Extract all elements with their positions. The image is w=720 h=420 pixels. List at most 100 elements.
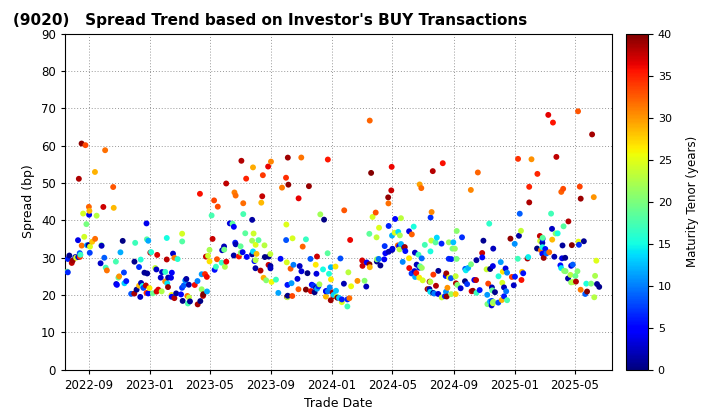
- Point: [460, 267, 472, 274]
- Point: [486, 302, 498, 309]
- Point: [477, 254, 488, 261]
- Point: [212, 203, 223, 210]
- Point: [448, 239, 459, 246]
- Point: [449, 245, 461, 252]
- Point: [300, 286, 312, 293]
- Point: [385, 187, 397, 194]
- Point: [84, 211, 95, 218]
- Point: [265, 158, 276, 165]
- Point: [155, 274, 166, 281]
- Point: [481, 266, 492, 273]
- Point: [428, 290, 439, 297]
- Point: [371, 258, 382, 265]
- Point: [113, 273, 125, 280]
- Point: [486, 284, 498, 291]
- Point: [297, 243, 308, 250]
- Point: [273, 289, 284, 296]
- Point: [439, 293, 451, 299]
- Point: [196, 271, 207, 278]
- Point: [335, 255, 346, 262]
- Point: [194, 190, 206, 197]
- Point: [219, 263, 230, 270]
- Point: [446, 291, 457, 297]
- Point: [526, 156, 537, 163]
- Point: [183, 294, 194, 301]
- Point: [309, 289, 320, 296]
- Point: [282, 294, 293, 300]
- Point: [565, 262, 577, 269]
- Point: [413, 264, 425, 271]
- Point: [392, 228, 404, 235]
- Point: [573, 241, 585, 248]
- Point: [500, 265, 511, 272]
- Point: [320, 288, 332, 294]
- Point: [247, 164, 258, 171]
- Point: [140, 282, 152, 289]
- Point: [371, 256, 382, 262]
- Point: [135, 294, 146, 300]
- Point: [440, 273, 451, 279]
- Point: [459, 265, 471, 272]
- Point: [201, 288, 212, 295]
- Point: [150, 288, 162, 295]
- Point: [492, 299, 504, 306]
- Point: [395, 215, 407, 221]
- Point: [89, 236, 101, 242]
- Point: [379, 243, 390, 249]
- Point: [322, 288, 333, 295]
- Point: [397, 259, 408, 265]
- Point: [172, 256, 184, 262]
- Point: [586, 131, 598, 138]
- Point: [516, 268, 528, 275]
- Point: [230, 241, 241, 248]
- Point: [77, 210, 89, 217]
- Point: [392, 242, 404, 249]
- Point: [341, 303, 353, 310]
- Point: [204, 247, 215, 253]
- Point: [471, 257, 482, 263]
- Point: [89, 168, 101, 175]
- Point: [270, 276, 282, 283]
- Point: [156, 269, 168, 276]
- Point: [179, 277, 191, 284]
- Point: [590, 273, 601, 279]
- Point: [183, 281, 194, 288]
- Point: [246, 216, 258, 223]
- Point: [145, 249, 156, 256]
- Point: [508, 282, 520, 289]
- Point: [440, 289, 451, 295]
- Point: [341, 296, 353, 303]
- Point: [86, 239, 98, 245]
- Y-axis label: Maturity Tenor (years): Maturity Tenor (years): [685, 136, 698, 267]
- Point: [477, 237, 489, 244]
- Point: [84, 243, 96, 250]
- Point: [462, 281, 473, 287]
- Point: [487, 245, 499, 252]
- Point: [559, 255, 571, 261]
- Point: [83, 204, 94, 210]
- Point: [451, 256, 462, 262]
- Point: [593, 284, 605, 290]
- Point: [441, 293, 452, 300]
- Point: [371, 234, 382, 241]
- Point: [266, 278, 277, 285]
- Point: [559, 268, 570, 274]
- Point: [428, 271, 439, 278]
- Point: [580, 291, 591, 297]
- Point: [81, 242, 93, 249]
- Point: [248, 230, 259, 237]
- Point: [437, 160, 449, 167]
- Point: [110, 258, 122, 265]
- Point: [128, 290, 140, 297]
- Point: [240, 175, 252, 182]
- Point: [91, 213, 102, 219]
- Point: [509, 241, 521, 247]
- Point: [161, 235, 173, 242]
- Point: [551, 154, 562, 160]
- Point: [62, 256, 73, 262]
- Point: [465, 186, 477, 193]
- Point: [333, 294, 345, 301]
- Point: [537, 234, 549, 241]
- Point: [112, 274, 124, 281]
- Point: [107, 184, 119, 190]
